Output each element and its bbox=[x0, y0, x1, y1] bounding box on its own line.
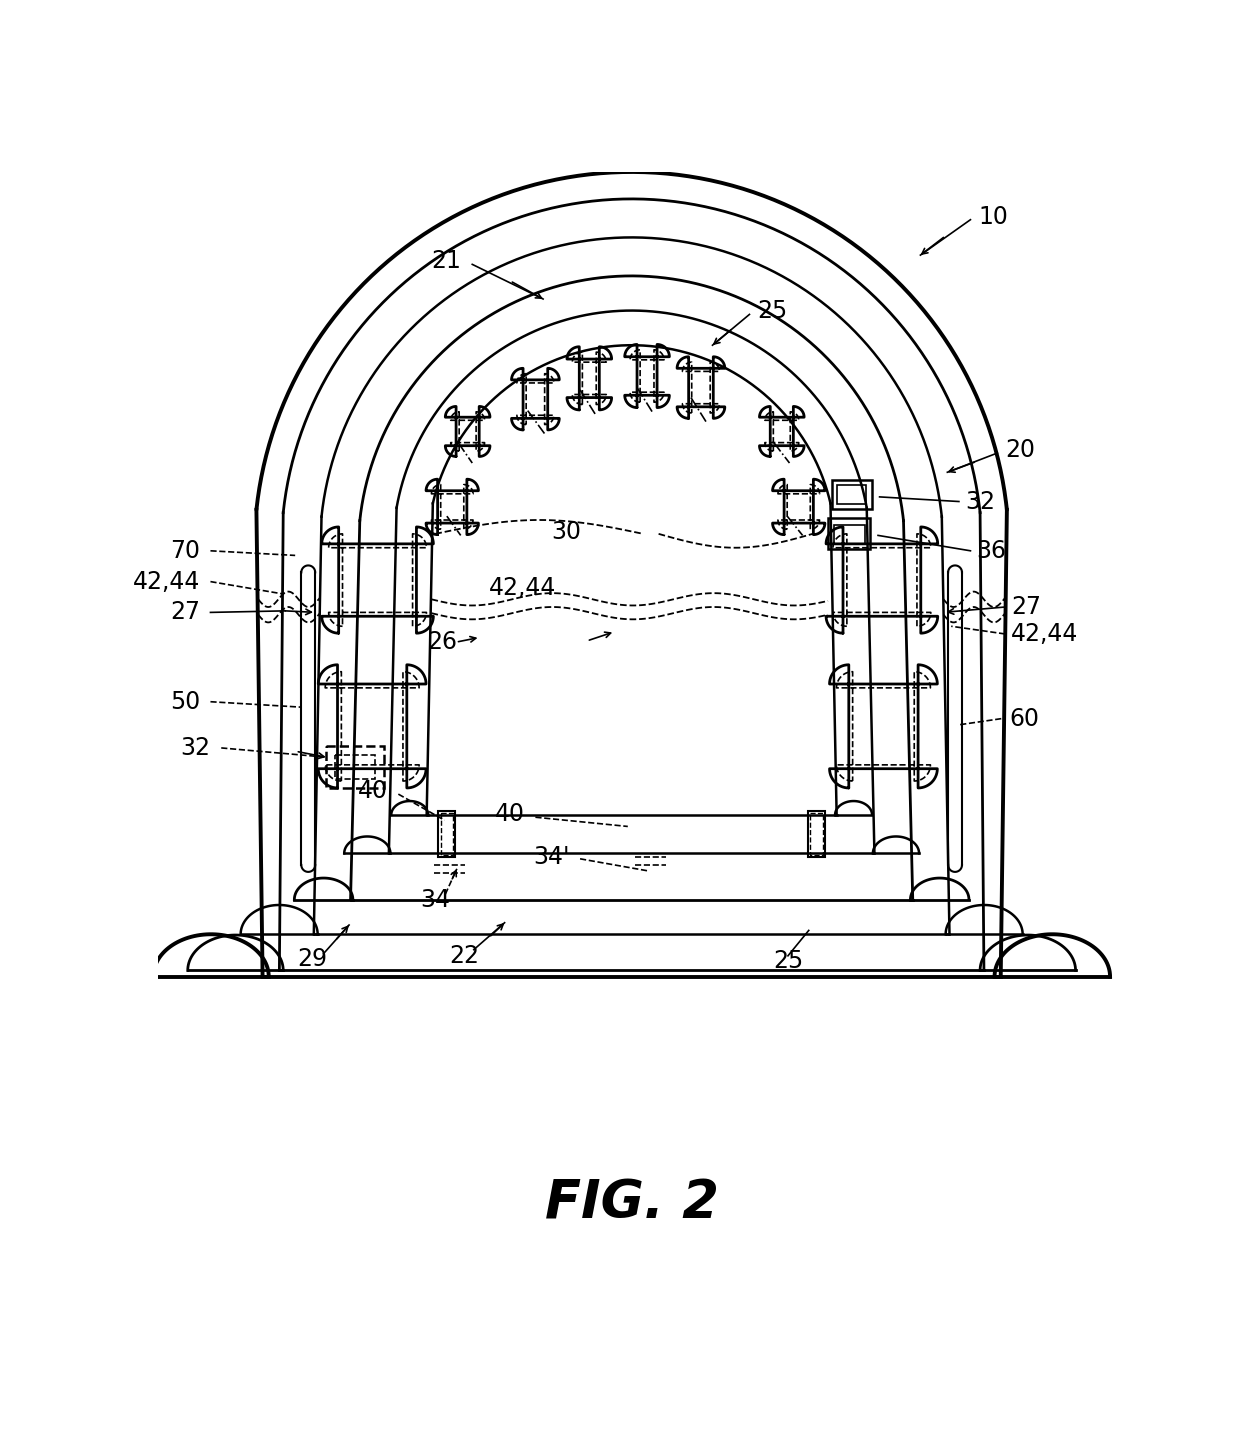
Text: 29: 29 bbox=[298, 947, 327, 972]
Text: 42,44: 42,44 bbox=[490, 576, 557, 600]
Text: 32: 32 bbox=[965, 490, 994, 513]
Text: 20: 20 bbox=[1006, 438, 1035, 461]
Text: 32: 32 bbox=[181, 737, 211, 759]
Text: 42,44: 42,44 bbox=[1012, 622, 1079, 646]
Text: 70: 70 bbox=[170, 539, 201, 563]
FancyBboxPatch shape bbox=[835, 524, 866, 545]
Text: 26: 26 bbox=[427, 629, 456, 653]
Text: 34: 34 bbox=[420, 887, 450, 911]
Text: 22: 22 bbox=[449, 944, 479, 967]
Text: 10: 10 bbox=[978, 205, 1008, 229]
Text: 27: 27 bbox=[1012, 595, 1042, 619]
Text: 30: 30 bbox=[551, 520, 580, 545]
FancyBboxPatch shape bbox=[326, 745, 383, 788]
FancyBboxPatch shape bbox=[828, 519, 870, 549]
Text: 50: 50 bbox=[170, 689, 201, 714]
FancyBboxPatch shape bbox=[832, 480, 872, 509]
Text: 25: 25 bbox=[758, 299, 787, 324]
Bar bbox=[808, 811, 825, 857]
Text: FIG. 2: FIG. 2 bbox=[544, 1178, 719, 1230]
Text: 34': 34' bbox=[533, 845, 569, 870]
Text: 27: 27 bbox=[170, 600, 201, 625]
Text: 36: 36 bbox=[977, 539, 1007, 563]
Text: 60: 60 bbox=[1009, 706, 1039, 731]
FancyBboxPatch shape bbox=[335, 755, 376, 780]
Text: 40: 40 bbox=[357, 780, 388, 802]
Text: 21: 21 bbox=[430, 248, 461, 272]
Bar bbox=[440, 814, 453, 856]
Text: 42,44: 42,44 bbox=[133, 569, 201, 593]
FancyBboxPatch shape bbox=[837, 486, 867, 504]
Text: 25: 25 bbox=[773, 949, 804, 973]
Text: 40: 40 bbox=[495, 802, 525, 827]
Bar bbox=[439, 811, 455, 857]
Bar bbox=[810, 814, 822, 856]
